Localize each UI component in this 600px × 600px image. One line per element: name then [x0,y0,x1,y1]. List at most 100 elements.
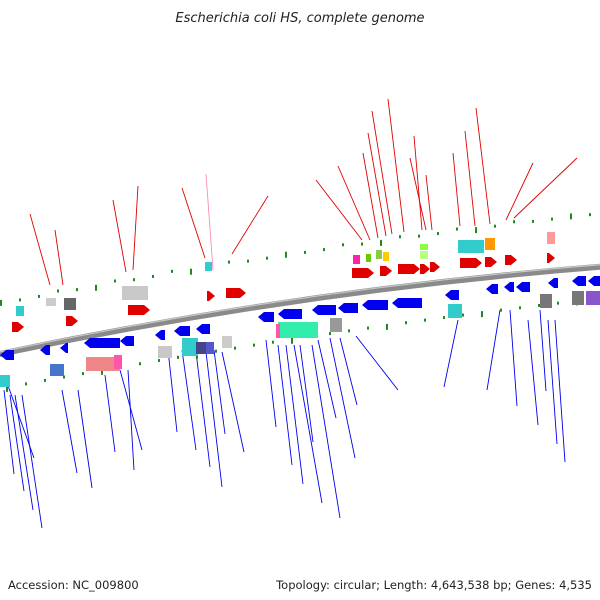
leader-line [299,344,314,443]
tick-mark [456,227,458,231]
genome-map-canvas: Escherichia coli HS, complete genome [0,11,600,529]
tick-mark [285,251,287,258]
tick-mark [323,248,325,252]
gene-arrow [258,312,274,322]
gene-arrow [40,345,50,355]
tick-mark [0,299,2,306]
tick-mark [82,372,84,376]
topology-text: Topology: circular; Length: 4,643,538 bp… [276,578,592,592]
gene-arrow [352,268,374,278]
leader-line [3,389,15,475]
leader-line [195,351,211,468]
tick-mark [424,318,426,322]
tick-mark [44,378,46,382]
feature-box [420,244,428,250]
tick-mark [519,306,521,310]
gene-arrow [516,282,530,292]
leader-line [367,132,387,237]
leader-line [61,389,78,474]
gene-arrow [445,290,459,300]
gene-arrow [485,257,497,267]
feature-box [276,324,280,338]
leader-line [371,110,393,235]
leader-line [54,229,64,286]
leader-line [539,309,547,392]
feature-box [586,291,600,305]
tick-mark [500,308,502,312]
leader-line [205,351,223,488]
feature-box [86,357,120,371]
leader-line [277,344,293,466]
leader-line [339,337,358,406]
label-leader-lines [3,98,578,529]
feature-box [572,291,584,305]
feature-box [16,306,24,316]
tick-mark [348,329,350,333]
tick-mark [190,268,192,275]
feature-box [0,375,10,387]
tick-mark [443,316,445,320]
feature-box [353,255,360,264]
tick-mark [234,346,236,350]
feature-box [122,286,148,300]
gene-arrow [398,264,420,274]
leader-line [181,187,206,259]
tick-mark [405,321,407,325]
tick-mark [215,349,217,353]
leader-line [29,213,51,286]
leader-line [132,185,139,271]
leader-line [452,152,461,227]
gene-arrow [66,316,78,326]
leader-line [265,339,277,428]
tick-mark [532,219,534,223]
tick-mark [57,289,59,293]
leader-line [337,165,371,241]
leader-line [355,335,399,391]
tick-mark [272,340,274,344]
leader-line [413,135,423,231]
gene-arrow [12,322,24,332]
tick-mark [228,260,230,264]
tick-mark [329,332,331,336]
tick-mark [361,242,363,246]
feature-box [50,364,64,376]
leader-line [231,195,269,255]
leader-line [443,319,459,388]
leader-line [311,344,341,519]
feature-box [330,318,342,332]
gene-arrow [207,291,215,301]
leader-line [513,157,578,219]
gene-arrow [155,330,165,340]
tick-mark [114,279,116,283]
gene-arrow [226,288,246,298]
gene-arrow [362,300,388,310]
tick-mark [437,232,439,236]
genome-backbone-highlight [0,264,600,353]
leader-line [317,339,337,419]
leader-line [464,130,476,227]
tick-mark [342,243,344,247]
gene-arrow [572,276,586,286]
leader-line [362,152,379,239]
tick-mark [133,278,135,282]
tick-mark [481,311,483,318]
feature-box [114,355,122,369]
leader-line [475,107,491,225]
leader-line [14,394,34,511]
gene-arrow [84,338,120,348]
tick-mark [380,239,382,246]
tick-mark [19,298,21,302]
feature-box [46,298,56,306]
leader-line [21,394,43,529]
tick-mark [570,213,572,220]
tick-mark [589,213,591,217]
leader-line [387,98,405,233]
feature-box [448,304,462,318]
gene-arrow [312,305,336,315]
tick-mark [139,362,141,366]
tick-mark [253,343,255,347]
tick-mark [538,303,540,307]
tick-mark [95,284,97,291]
tick-mark [304,250,306,254]
feature-box [420,251,428,259]
